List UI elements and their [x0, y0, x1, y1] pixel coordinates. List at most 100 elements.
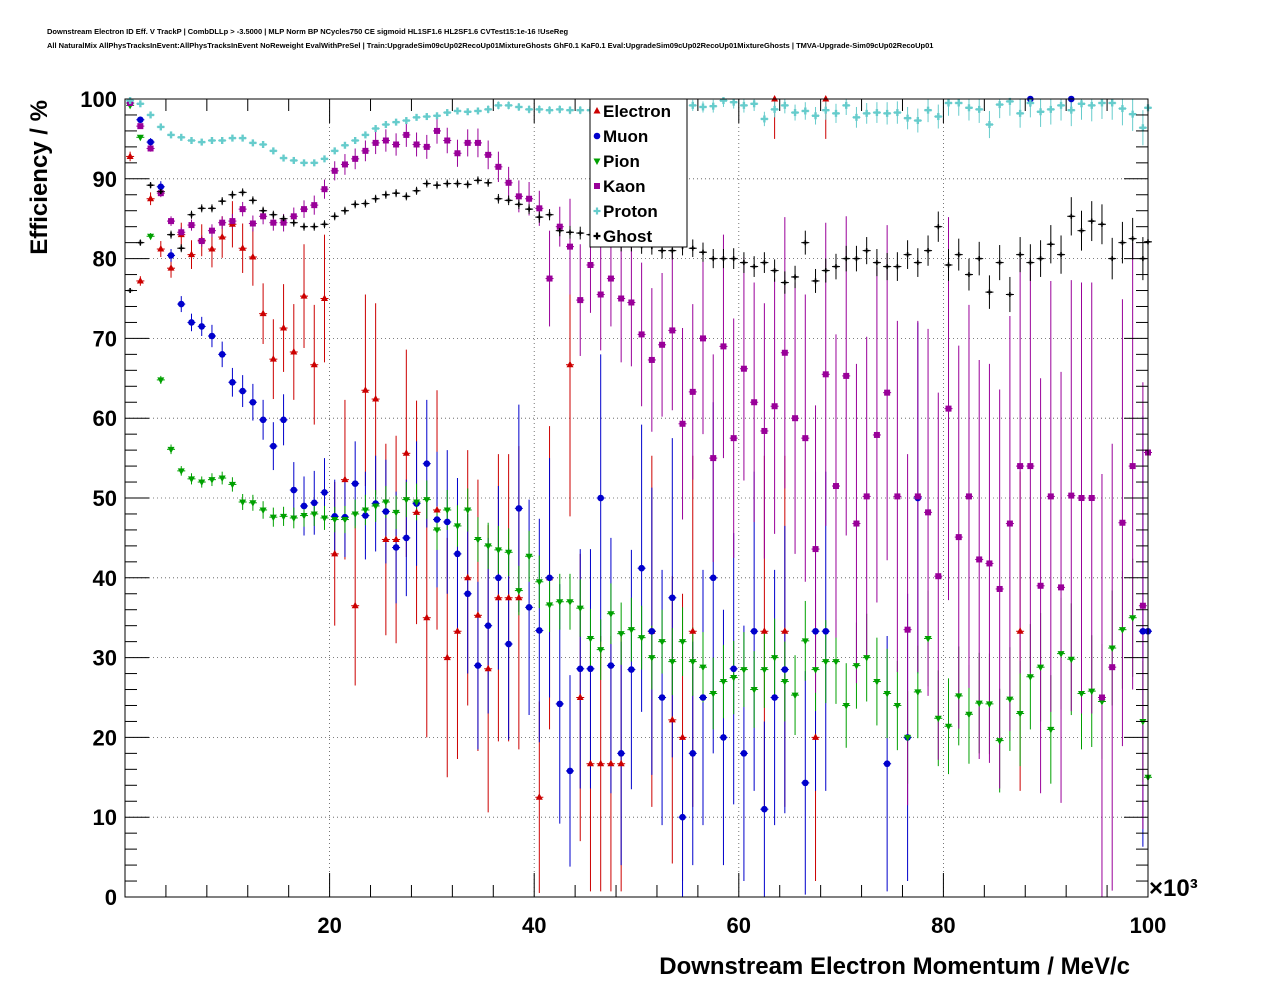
data-point-pion	[505, 549, 513, 557]
data-point-muon	[658, 694, 666, 701]
data-point-electron	[136, 276, 144, 284]
data-point-kaon	[515, 193, 522, 200]
data-point-kaon	[873, 431, 880, 438]
data-point-kaon	[311, 202, 318, 209]
data-point-pion	[423, 497, 431, 504]
data-point-muon	[443, 518, 451, 526]
data-point-proton	[249, 139, 257, 147]
data-point-kaon	[699, 335, 706, 342]
data-point-kaon	[1027, 463, 1034, 470]
data-point-ghost	[321, 221, 327, 227]
data-point-muon	[679, 813, 686, 821]
data-point-kaon	[914, 493, 921, 500]
data-point-kaon	[781, 349, 788, 356]
data-point-kaon	[434, 127, 441, 134]
data-point-ghost	[342, 208, 348, 214]
data-point-pion	[719, 679, 727, 686]
data-point-ghost	[199, 205, 205, 211]
data-point-muon	[709, 574, 717, 582]
data-point-proton	[1088, 101, 1096, 109]
data-point-pion	[331, 517, 339, 524]
data-point-ghost	[782, 280, 788, 286]
data-point-kaon	[1088, 495, 1095, 501]
data-point-ghost	[178, 245, 184, 251]
data-point-muon	[648, 627, 656, 635]
data-point-electron	[402, 449, 410, 456]
data-point-proton	[453, 107, 461, 115]
data-point-electron	[413, 508, 421, 515]
data-point-pion	[934, 715, 942, 723]
data-point-ghost	[1109, 256, 1115, 262]
data-point-muon	[761, 805, 768, 813]
data-point-proton	[300, 159, 308, 167]
data-point-kaon	[628, 299, 635, 306]
data-point-muon	[239, 387, 246, 395]
data-point-proton	[433, 112, 441, 120]
data-point-electron	[239, 244, 247, 251]
data-point-pion	[494, 547, 502, 554]
data-point-electron	[1016, 627, 1024, 634]
data-point-electron	[760, 627, 768, 634]
data-point-proton	[208, 136, 216, 144]
data-point-pion	[668, 659, 676, 666]
data-point-pion	[269, 514, 277, 522]
data-point-muon	[587, 665, 594, 673]
data-point-ghost	[843, 256, 849, 262]
data-point-ghost	[690, 245, 696, 251]
data-point-proton	[177, 133, 185, 141]
data-point-proton	[771, 105, 779, 113]
data-point-ghost	[444, 181, 450, 187]
data-point-electron	[187, 250, 195, 258]
data-point-pion	[801, 638, 809, 645]
y-tick-label: 100	[80, 87, 117, 112]
y-tick-label: 90	[93, 167, 117, 192]
data-point-kaon	[393, 141, 400, 148]
data-point-kaon	[965, 493, 972, 500]
data-point-ghost	[813, 278, 819, 284]
data-point-muon	[167, 252, 175, 259]
data-point-muon	[137, 116, 144, 124]
data-point-pion	[402, 497, 410, 504]
data-point-ghost	[1068, 213, 1074, 219]
data-point-kaon	[802, 435, 809, 442]
data-point-ghost	[260, 208, 266, 214]
data-point-pion	[566, 599, 574, 606]
data-point-proton	[218, 136, 226, 144]
data-point-pion	[638, 635, 646, 642]
data-point-pion	[443, 507, 451, 514]
data-point-muon	[177, 300, 185, 308]
data-point-kaon	[659, 341, 666, 348]
data-point-kaon	[710, 455, 717, 462]
data-point-kaon	[720, 343, 727, 350]
data-point-muon	[147, 138, 154, 146]
data-point-electron	[484, 664, 492, 672]
data-point-proton	[126, 97, 134, 105]
data-point-proton	[883, 109, 891, 117]
data-point-electron	[392, 535, 400, 542]
data-point-electron	[505, 593, 513, 601]
data-point-pion	[1098, 698, 1106, 706]
data-point-muon	[208, 332, 216, 340]
data-point-electron	[433, 505, 441, 513]
data-point-proton	[1108, 99, 1116, 107]
data-point-muon	[771, 694, 778, 701]
data-point-kaon	[474, 139, 481, 146]
data-point-ghost	[1058, 252, 1064, 258]
data-point-pion	[863, 655, 871, 662]
data-point-pion	[709, 691, 717, 698]
data-point-proton	[924, 106, 932, 114]
data-point-ghost	[1027, 260, 1033, 266]
data-point-pion	[760, 667, 768, 674]
data-point-proton	[709, 102, 717, 110]
data-point-kaon	[208, 227, 215, 234]
data-point-electron	[331, 549, 339, 557]
data-point-kaon	[1037, 582, 1044, 589]
data-point-proton	[1047, 105, 1055, 113]
data-point-kaon	[976, 556, 983, 563]
data-point-pion	[136, 134, 144, 142]
legend-marker-muon	[593, 132, 601, 140]
data-point-proton	[147, 111, 155, 119]
data-point-kaon	[464, 139, 471, 146]
legend-marker-kaon	[594, 183, 600, 189]
data-point-proton	[566, 106, 574, 114]
